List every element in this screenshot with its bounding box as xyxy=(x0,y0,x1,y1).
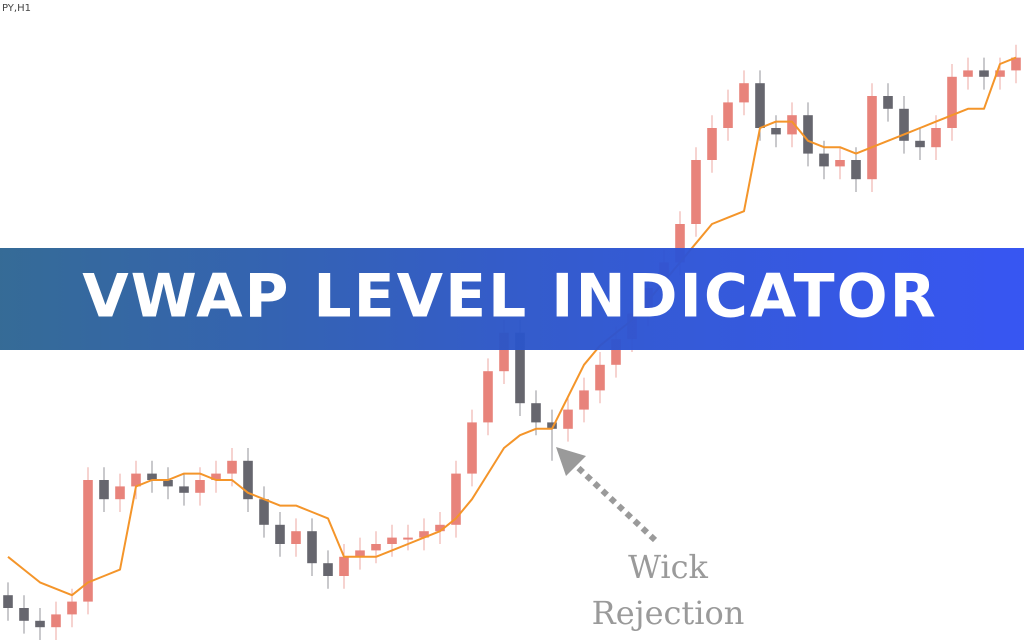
candle-body xyxy=(835,160,845,167)
candle-body xyxy=(227,460,237,474)
candle-body xyxy=(179,486,189,493)
candle-body xyxy=(563,409,573,429)
annotation-arrow xyxy=(556,447,658,543)
banner-title: VWAP LEVEL INDICATOR xyxy=(82,262,938,332)
candle-body xyxy=(979,70,989,77)
candle-body xyxy=(515,332,525,404)
candle-body xyxy=(51,614,61,628)
candle-body xyxy=(963,70,973,77)
candle-body xyxy=(819,153,829,167)
candle-body xyxy=(611,339,621,365)
candle-body xyxy=(195,480,205,493)
candle-body xyxy=(707,128,717,160)
candle-body xyxy=(483,371,493,423)
candle-body xyxy=(371,544,381,551)
candle-body xyxy=(899,108,909,141)
annotation: Wick xyxy=(628,548,708,586)
candle-body xyxy=(419,531,429,538)
candle-body xyxy=(131,473,141,487)
candle-body xyxy=(67,601,77,615)
candle-body xyxy=(579,390,589,410)
candle-body xyxy=(323,563,333,576)
title-banner xyxy=(0,248,1024,350)
candle-body xyxy=(275,524,285,544)
candle-body xyxy=(915,140,925,148)
candle-body xyxy=(675,224,685,263)
candle-body xyxy=(787,115,797,135)
candle-body xyxy=(1011,57,1021,71)
candle-body xyxy=(147,473,157,480)
candle-body xyxy=(947,76,957,128)
candle-body xyxy=(451,473,461,525)
candle-body xyxy=(467,422,477,474)
candle-body xyxy=(99,480,109,500)
candle-body xyxy=(19,608,29,621)
candle-body xyxy=(291,531,301,544)
symbol-label: PY,H1 xyxy=(2,3,31,14)
candle-body xyxy=(259,499,269,525)
candle-body xyxy=(83,480,93,602)
candle-body xyxy=(803,115,813,154)
candle-body xyxy=(931,128,941,148)
candle-body xyxy=(339,556,349,576)
candle-body xyxy=(995,70,1005,77)
candle-body xyxy=(547,422,557,429)
candle-body xyxy=(739,83,749,103)
candle-body xyxy=(403,537,413,540)
candle-body xyxy=(755,83,765,128)
candle-body xyxy=(531,403,541,423)
candle-body xyxy=(3,595,13,608)
candle-body xyxy=(115,486,125,500)
annotation: Rejection xyxy=(592,594,745,632)
candle-body xyxy=(499,332,509,372)
candle-body xyxy=(691,160,701,224)
candle-body xyxy=(883,96,893,109)
candle-body xyxy=(307,531,317,564)
candle-body xyxy=(211,473,221,480)
candle-body xyxy=(723,102,733,128)
candle-body xyxy=(243,460,253,500)
candle-body xyxy=(771,128,781,135)
candle-body xyxy=(163,480,173,487)
candle-body xyxy=(867,96,877,180)
candle-body xyxy=(851,160,861,180)
candle-body xyxy=(355,550,365,557)
vwap-line xyxy=(7,56,1017,597)
candle-body xyxy=(435,524,445,532)
candle-body xyxy=(35,620,45,628)
plot-area xyxy=(3,44,1021,640)
candle-body xyxy=(595,364,605,391)
candle-body xyxy=(387,537,397,544)
